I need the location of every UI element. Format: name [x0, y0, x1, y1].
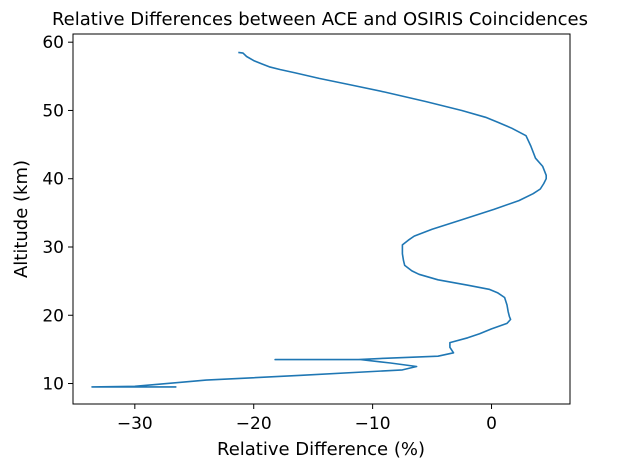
x-tick-label: −30	[117, 414, 153, 434]
x-axis-label: Relative Difference (%)	[217, 439, 425, 460]
y-axis-label: Altitude (km)	[11, 160, 32, 278]
series-line	[91, 51, 547, 388]
y-tick-label: 50	[42, 101, 64, 121]
plot-area-frame	[72, 33, 571, 405]
y-tick-label: 30	[42, 238, 64, 258]
x-tick-label: −10	[355, 414, 391, 434]
chart-title: Relative Differences between ACE and OSI…	[52, 9, 588, 30]
y-tick-label: 60	[42, 33, 64, 53]
y-tick-label: 10	[42, 375, 64, 395]
x-tick-label: −20	[236, 414, 272, 434]
y-tick-label: 40	[42, 170, 64, 190]
x-tick-label: 0	[486, 414, 497, 434]
y-tick-label: 20	[42, 306, 64, 326]
